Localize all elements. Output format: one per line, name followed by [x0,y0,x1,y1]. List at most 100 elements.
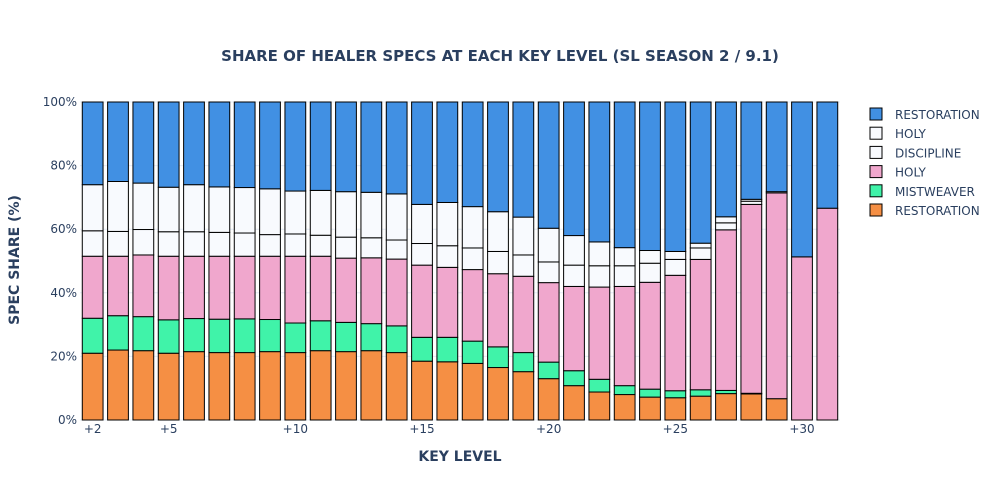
bar-segment[interactable] [284,322,307,354]
bar-segment[interactable] [411,203,433,245]
bar-segment[interactable] [639,250,661,264]
bar-segment[interactable] [335,351,357,421]
bar-segment[interactable] [183,351,205,421]
bar-segment[interactable] [284,101,307,192]
bar-segment[interactable] [613,285,636,387]
bar-segment[interactable] [791,256,813,421]
bar-segment[interactable] [81,184,104,232]
bar-segment[interactable] [208,318,231,354]
bar-segment[interactable] [385,193,408,241]
bar-segment[interactable] [81,255,104,319]
bar-segment[interactable] [284,352,307,421]
bar-segment[interactable] [360,191,383,239]
bar-segment[interactable] [487,250,509,275]
legend-item[interactable]: MISTWEAVER [869,184,975,199]
legend-item[interactable]: RESTORATION [869,107,980,122]
bar-segment[interactable] [639,101,661,252]
bar-segment[interactable] [664,250,687,260]
bar-segment[interactable] [259,188,281,236]
bar-segment[interactable] [385,352,408,421]
bar-segment[interactable] [487,273,509,348]
bar-segment[interactable] [537,361,560,380]
bar-segment[interactable] [689,101,712,244]
bar-segment[interactable] [259,319,281,353]
bar-segment[interactable] [689,242,712,249]
bar-segment[interactable] [664,258,687,276]
bar-segment[interactable] [740,203,763,394]
bar-segment[interactable] [81,101,104,186]
bar-segment[interactable] [284,255,307,324]
bar-segment[interactable] [436,336,459,363]
bar-segment[interactable] [183,184,205,233]
bar-segment[interactable] [132,101,155,184]
bar-segment[interactable] [765,398,788,421]
bar-segment[interactable] [765,192,788,400]
bar-segment[interactable] [512,352,535,373]
bar-segment[interactable] [335,321,357,353]
bar-segment[interactable] [132,182,155,231]
bar-segment[interactable] [512,275,535,354]
bar-segment[interactable] [740,393,763,421]
bar-segment[interactable] [563,385,585,421]
bar-segment[interactable] [664,101,687,252]
bar-segment[interactable] [512,101,535,218]
bar-segment[interactable] [81,230,104,257]
bar-segment[interactable] [487,101,509,213]
bar-segment[interactable] [208,352,231,421]
bar-segment[interactable] [461,269,484,342]
bar-segment[interactable] [284,233,307,257]
bar-segment[interactable] [309,255,332,322]
bar-segment[interactable] [309,189,332,236]
bar-segment[interactable] [132,254,155,318]
legend[interactable]: RESTORATION HOLY DISCIPLINE HOLY MISTWEAVER R… [869,107,980,218]
bar-segment[interactable] [588,391,611,421]
bar-segment[interactable] [613,101,636,249]
bar-segment[interactable] [563,264,585,287]
bar-segment[interactable] [715,393,737,421]
bar-segment[interactable] [512,216,535,256]
bar-segment[interactable] [639,396,661,421]
bar-segment[interactable] [309,350,332,421]
bar-segment[interactable] [613,247,636,267]
bar-segment[interactable] [689,395,712,421]
bar-segment[interactable] [512,371,535,421]
bar-segment[interactable] [537,378,560,421]
bar-segment[interactable] [588,265,611,288]
bar-segment[interactable] [183,101,205,186]
bar-segment[interactable] [385,101,408,195]
bar-segment[interactable] [107,349,129,421]
bar-segment[interactable] [487,211,509,252]
bar-segment[interactable] [537,101,560,229]
bar-segment[interactable] [335,236,357,259]
bar-segment[interactable] [360,323,383,352]
bar-segment[interactable] [613,394,636,421]
bar-segment[interactable] [309,101,332,191]
bar-segment[interactable] [335,101,357,193]
bar-segment[interactable] [461,101,484,208]
bar-segment[interactable] [233,101,256,189]
bar-segment[interactable] [816,207,839,421]
bar-segment[interactable] [411,101,433,205]
bar-segment[interactable] [183,231,205,257]
bar-segment[interactable] [335,191,357,238]
bar-segment[interactable] [791,101,813,258]
bar-segment[interactable] [107,315,129,351]
bar-segment[interactable] [588,241,611,267]
bar-segment[interactable] [411,360,433,421]
bar-segment[interactable] [588,286,611,380]
bar-segment[interactable] [385,258,408,327]
bar-segment[interactable] [715,222,737,231]
bar-segment[interactable] [233,318,256,354]
bar-segment[interactable] [588,378,611,393]
bar-segment[interactable] [157,101,180,188]
bar-segment[interactable] [183,255,205,320]
bar-segment[interactable] [208,186,231,233]
bar-segment[interactable] [208,231,231,257]
bar-segment[interactable] [639,388,661,398]
bar-segment[interactable] [309,320,332,352]
bar-segment[interactable] [639,262,661,283]
bar-segment[interactable] [81,352,104,421]
bar-segment[interactable] [385,239,408,260]
bar-segment[interactable] [613,265,636,287]
bar-segment[interactable] [461,340,484,364]
